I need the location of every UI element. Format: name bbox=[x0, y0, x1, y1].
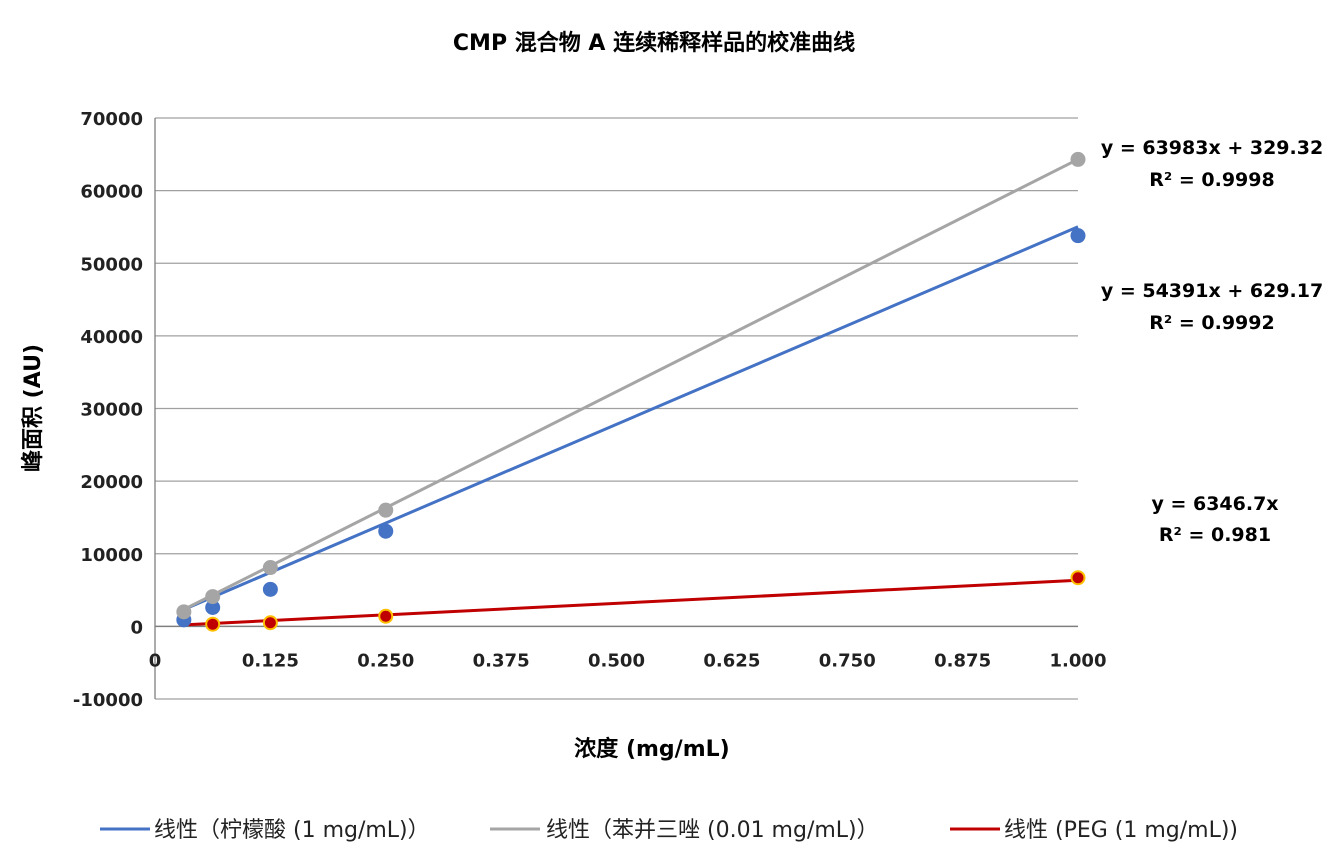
y-tick-label: 70000 bbox=[80, 109, 143, 130]
x-tick-label: 0.750 bbox=[819, 650, 876, 671]
y-tick-label: 10000 bbox=[80, 545, 143, 566]
y-tick-label: 20000 bbox=[80, 472, 143, 493]
data-point bbox=[262, 560, 278, 576]
data-point bbox=[1070, 228, 1086, 244]
legend-item-peg: 线性 (PEG (1 mg/mL)) bbox=[950, 818, 1238, 843]
legend-item-benzotriazole: 线性（苯并三唑 (0.01 mg/mL)） bbox=[490, 818, 879, 843]
legend-label: 线性（苯并三唑 (0.01 mg/mL)） bbox=[546, 818, 879, 843]
data-point bbox=[1070, 570, 1086, 586]
legend-item-citric-acid: 线性（柠檬酸 (1 mg/mL)） bbox=[100, 818, 430, 843]
data-point bbox=[176, 604, 192, 620]
data-point bbox=[378, 502, 394, 518]
data-point bbox=[1070, 151, 1086, 167]
y-tick-label: 0 bbox=[130, 617, 143, 638]
chart-title: CMP 混合物 A 连续稀释样品的校准曲线 bbox=[453, 30, 855, 56]
x-tick-label: 0 bbox=[149, 650, 162, 671]
data-point bbox=[262, 615, 278, 631]
data-point bbox=[205, 589, 221, 605]
r2-text: R² = 0.9992 bbox=[1149, 312, 1274, 334]
r2-text: R² = 0.9998 bbox=[1149, 169, 1274, 191]
trend-line bbox=[183, 225, 1079, 611]
legend-label: 线性（柠檬酸 (1 mg/mL)） bbox=[154, 818, 430, 843]
x-tick-label: 0.625 bbox=[703, 650, 760, 671]
x-tick-label: 0.500 bbox=[588, 650, 645, 671]
data-points bbox=[176, 151, 1086, 632]
y-axis-ticks: -10000 0 10000 20000 30000 40000 50000 60000 700… bbox=[73, 109, 143, 711]
x-tick-label: 1.000 bbox=[1050, 650, 1107, 671]
y-tick-label: 40000 bbox=[80, 327, 143, 348]
data-point bbox=[205, 599, 221, 615]
x-axis-ticks: 0 0.125 0.250 0.375 0.500 0.625 0.750 0.875 1.00… bbox=[149, 650, 1107, 671]
y-tick-label: 60000 bbox=[80, 182, 143, 203]
y-tick-label: 30000 bbox=[80, 400, 143, 421]
equation-text: y = 54391x + 629.17 bbox=[1101, 280, 1323, 302]
data-point bbox=[378, 608, 394, 624]
data-point bbox=[262, 581, 278, 597]
x-tick-label: 0.375 bbox=[473, 650, 530, 671]
trend-line bbox=[183, 157, 1079, 611]
x-tick-label: 0.250 bbox=[357, 650, 414, 671]
x-tick-label: 0.125 bbox=[242, 650, 299, 671]
equation-text: y = 63983x + 329.32 bbox=[1101, 137, 1323, 159]
equation-citric-acid: y = 54391x + 629.17 R² = 0.9992 bbox=[1101, 280, 1323, 334]
data-point bbox=[378, 523, 394, 539]
equation-benzotriazole: y = 63983x + 329.32 R² = 0.9998 bbox=[1101, 137, 1323, 191]
trend-lines bbox=[183, 157, 1079, 627]
equation-peg: y = 6346.7x R² = 0.981 bbox=[1151, 493, 1278, 546]
data-point bbox=[205, 616, 221, 632]
x-axis-label: 浓度 (mg/mL) bbox=[574, 736, 729, 762]
trend-line bbox=[183, 578, 1079, 627]
legend-label: 线性 (PEG (1 mg/mL)) bbox=[1004, 818, 1238, 843]
gridlines bbox=[154, 117, 1078, 700]
y-tick-label: -10000 bbox=[73, 690, 143, 711]
y-axis-label: 峰面积 (AU) bbox=[21, 344, 46, 472]
equation-text: y = 6346.7x bbox=[1151, 493, 1278, 515]
y-tick-label: 50000 bbox=[80, 254, 143, 275]
r2-text: R² = 0.981 bbox=[1159, 524, 1271, 546]
x-tick-label: 0.875 bbox=[934, 650, 991, 671]
legend: 线性（柠檬酸 (1 mg/mL)） 线性（苯并三唑 (0.01 mg/mL)） … bbox=[100, 818, 1238, 843]
